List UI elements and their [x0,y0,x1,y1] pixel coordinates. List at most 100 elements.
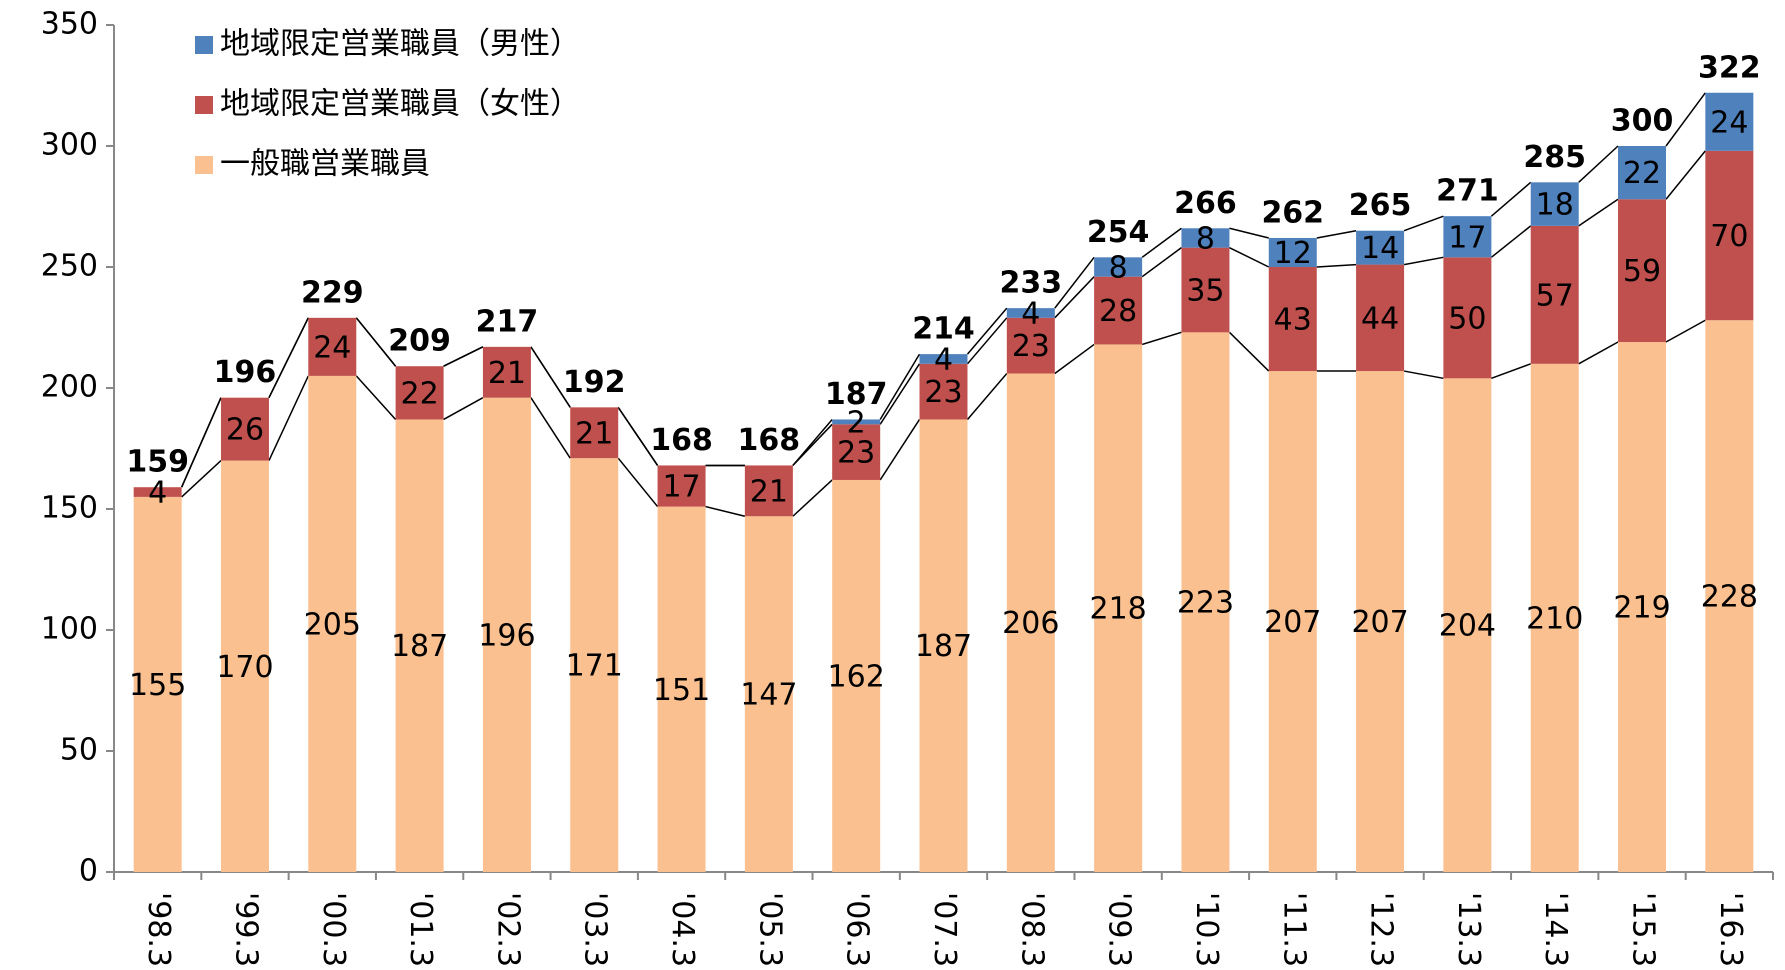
value-label: 59 [1623,254,1661,289]
connector-line [1578,145,1619,183]
bar-segment [657,465,706,507]
connector-line [617,457,659,508]
value-label: 22 [1623,156,1661,191]
x-tick-label: '07.3 [927,892,962,967]
bar-segment [1530,182,1579,226]
value-label: 57 [1536,278,1574,313]
bar-segment [657,506,706,872]
total-label: 168 [650,423,713,458]
bar-segment [1530,225,1579,364]
connector-line [1578,198,1619,227]
bar-segment [1006,373,1055,872]
connector-line [1490,225,1532,258]
legend-swatch [195,36,213,54]
bar-segment [133,487,182,497]
bar-segment [133,496,182,872]
bar-segment [1705,320,1754,872]
bar-segment [395,419,444,872]
connector-line [1665,319,1706,343]
bar-segment [1356,371,1405,872]
bar-segment [1094,344,1143,872]
value-label: 155 [129,668,186,703]
x-tick-label: '06.3 [840,892,875,967]
value-label: 22 [401,376,439,411]
connector-line [181,460,222,498]
y-tick-label: 0 [79,854,98,889]
value-label: 24 [1710,105,1748,140]
x-tick-label: '03.3 [578,892,613,967]
value-label: 204 [1439,609,1496,644]
connector-line [1054,343,1095,375]
connector-line [879,353,921,420]
y-tick-label: 100 [41,612,98,647]
y-tick-label: 250 [41,249,98,284]
value-label: 210 [1526,601,1583,636]
value-label: 196 [478,618,535,653]
connector-line [1490,181,1532,217]
bar-segment [1006,317,1055,374]
bar-segment [1094,257,1143,277]
bar-segment [395,366,444,420]
bar-segment [308,317,357,376]
value-label: 70 [1710,219,1748,254]
connector-line [1141,227,1182,258]
total-label: 196 [214,355,277,390]
connector-line [879,363,921,425]
bar-segment [744,516,793,872]
bar-segment [832,479,881,872]
connector-line [879,419,921,481]
total-label: 300 [1611,104,1674,139]
connector-line [1403,370,1444,380]
bar-segment [1181,247,1230,333]
bar-segment [1530,363,1579,872]
y-tick-label: 200 [41,370,98,405]
bar-segment [832,419,881,425]
connector-line [1141,247,1182,278]
value-label: 171 [566,649,623,684]
legend-label: 地域限定営業職員（女性） [220,87,580,122]
bar-segment [1181,332,1230,873]
value-label: 4 [148,476,167,511]
connector-line [355,317,397,367]
value-label: 23 [837,436,875,471]
x-tick-label: '10.3 [1189,892,1224,967]
bar-segment [1618,199,1667,343]
x-tick-label: '13.3 [1451,892,1486,967]
value-label: 21 [750,474,788,509]
connector-line [1316,229,1357,239]
total-label: 262 [1261,195,1324,230]
y-tick-label: 50 [60,733,98,768]
x-tick-label: '16.3 [1713,892,1748,967]
value-label: 8 [1196,221,1215,256]
connector-line [530,397,571,459]
connector-line [1665,92,1706,147]
bar-segment [1618,342,1667,872]
connector-line [617,406,659,466]
value-label: 12 [1274,236,1312,271]
connector-line [1403,215,1444,232]
total-label: 233 [1000,266,1063,301]
connector-line [966,307,1008,355]
x-tick-label: '01.3 [403,892,438,967]
bar-segment [919,354,968,364]
x-tick-label: '12.3 [1364,892,1399,967]
bar-segment [1705,150,1754,321]
legend-label: 地域限定営業職員（男性） [220,27,580,62]
connector-line [792,418,833,466]
bar-segment [1356,264,1405,372]
value-label: 26 [226,413,264,448]
value-label: 218 [1089,592,1146,627]
total-label: 187 [825,377,888,412]
value-label: 219 [1613,591,1670,626]
bar-segment [1094,276,1143,345]
connector-line [355,375,397,420]
value-label: 151 [653,673,710,708]
total-label: 159 [126,445,189,480]
value-label: 17 [1448,220,1486,255]
value-label: 23 [1012,329,1050,364]
connector-line [1054,276,1095,319]
value-label: 28 [1099,294,1137,329]
x-tick-label: '99.3 [228,892,263,967]
value-label: 147 [740,678,797,713]
